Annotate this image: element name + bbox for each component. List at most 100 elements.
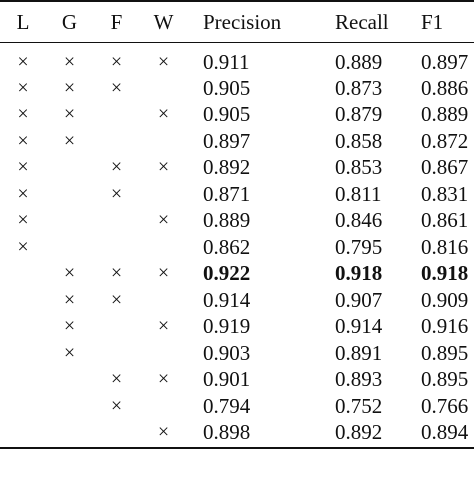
cell-precision: 0.892 — [203, 155, 251, 180]
table-row: × × × 0.892 0.853 0.867 — [0, 154, 474, 181]
header-l: L — [0, 0, 46, 43]
cell-w: × — [157, 368, 170, 391]
header-row: L G F W Precision Recall F1 — [0, 0, 474, 43]
cell-recall: 0.873 — [335, 75, 383, 100]
cell-g: × — [63, 76, 76, 99]
cell-precision: 0.871 — [203, 181, 251, 206]
cell-f — [93, 234, 140, 261]
cell-precision: 0.911 — [203, 49, 250, 74]
cell-g — [46, 393, 93, 420]
cell-precision: 0.914 — [203, 287, 251, 312]
cell-g — [46, 154, 93, 181]
cell-f1: 0.886 — [421, 75, 469, 100]
cell-precision: 0.794 — [203, 393, 251, 418]
cell-recall: 0.811 — [335, 181, 382, 206]
cell-f: × — [110, 50, 123, 73]
cell-g — [46, 181, 93, 208]
cell-f: × — [110, 76, 123, 99]
cell-l — [0, 313, 46, 340]
cell-recall: 0.891 — [335, 340, 383, 365]
cell-recall: 0.879 — [335, 102, 383, 127]
cell-l: × — [17, 209, 29, 232]
cell-g: × — [63, 288, 76, 311]
cell-f: × — [110, 262, 123, 285]
table-row: × × 0.897 0.858 0.872 — [0, 128, 474, 155]
cell-f — [93, 313, 140, 340]
cell-f: × — [110, 156, 123, 179]
cell-l: × — [17, 235, 29, 258]
cell-w — [140, 75, 187, 102]
cell-l: × — [17, 103, 29, 126]
cell-f1: 0.916 — [421, 314, 469, 339]
cell-l: × — [17, 76, 29, 99]
cell-w: × — [157, 50, 170, 73]
cell-g — [46, 366, 93, 393]
cell-precision: 0.901 — [203, 367, 251, 392]
table-body: × × × × 0.911 0.889 0.897 × × × 0.905 0.873 0.886 × × ×… — [0, 42, 474, 449]
header-f: F — [93, 0, 140, 43]
cell-f: × — [110, 368, 123, 391]
cell-l: × — [17, 182, 29, 205]
cell-f — [93, 419, 140, 449]
table-row: × × 0.919 0.914 0.916 — [0, 313, 474, 340]
cell-l — [0, 260, 46, 287]
table-row: × 0.862 0.795 0.816 — [0, 234, 474, 261]
cell-f1: 0.816 — [421, 234, 469, 259]
cell-w — [140, 340, 187, 367]
cell-f: × — [110, 182, 123, 205]
cell-l — [0, 419, 46, 449]
cell-recall: 0.853 — [335, 155, 383, 180]
ablation-results-table: L G F W Precision Recall F1 × × × × 0.911 0.8… — [0, 0, 474, 449]
cell-recall: 0.892 — [323, 419, 421, 449]
table-row: × × 0.901 0.893 0.895 — [0, 366, 474, 393]
cell-g: × — [63, 50, 76, 73]
cell-f — [93, 128, 140, 155]
cell-recall: 0.795 — [335, 234, 383, 259]
header-f1: F1 — [421, 0, 474, 43]
cell-precision: 0.898 — [187, 419, 323, 449]
table-row: × × 0.889 0.846 0.861 — [0, 207, 474, 234]
table-row: × × × 0.922 0.918 0.918 — [0, 260, 474, 287]
cell-g: × — [63, 129, 76, 152]
header-precision: Precision — [187, 0, 323, 43]
cell-recall: 0.889 — [335, 49, 383, 74]
cell-f1: 0.889 — [421, 102, 469, 127]
cell-precision: 0.862 — [203, 234, 251, 259]
cell-w: × — [140, 419, 187, 449]
cell-recall: 0.893 — [335, 367, 383, 392]
table-header: L G F W Precision Recall F1 — [0, 0, 474, 43]
header-recall: Recall — [323, 0, 421, 43]
table-row: × × × 0.905 0.879 0.889 — [0, 101, 474, 128]
cell-l — [0, 366, 46, 393]
cell-f1: 0.872 — [421, 128, 469, 153]
table-row: × 0.794 0.752 0.766 — [0, 393, 474, 420]
cell-l: × — [17, 50, 29, 73]
cell-precision: 0.905 — [203, 75, 251, 100]
cell-recall: 0.907 — [335, 287, 383, 312]
cell-g: × — [63, 103, 76, 126]
cell-recall: 0.846 — [335, 208, 383, 233]
cell-f1: 0.895 — [421, 340, 469, 365]
cell-g — [46, 207, 93, 234]
cell-w — [140, 181, 187, 208]
table-row: × 0.903 0.891 0.895 — [0, 340, 474, 367]
cell-w: × — [157, 103, 170, 126]
cell-f1: 0.909 — [421, 287, 469, 312]
cell-w — [140, 393, 187, 420]
cell-w — [140, 287, 187, 314]
table-row: × × 0.871 0.811 0.831 — [0, 181, 474, 208]
cell-recall: 0.858 — [335, 128, 383, 153]
cell-precision: 0.905 — [203, 102, 251, 127]
cell-l — [0, 287, 46, 314]
header-g: G — [46, 0, 93, 43]
cell-l: × — [17, 129, 29, 152]
cell-f1: 0.831 — [421, 181, 469, 206]
header-w: W — [140, 0, 187, 43]
cell-g — [46, 419, 93, 449]
cell-w: × — [157, 315, 170, 338]
cell-f — [93, 340, 140, 367]
cell-f1: 0.861 — [421, 208, 469, 233]
cell-f1: 0.897 — [421, 49, 469, 74]
cell-w: × — [157, 262, 170, 285]
